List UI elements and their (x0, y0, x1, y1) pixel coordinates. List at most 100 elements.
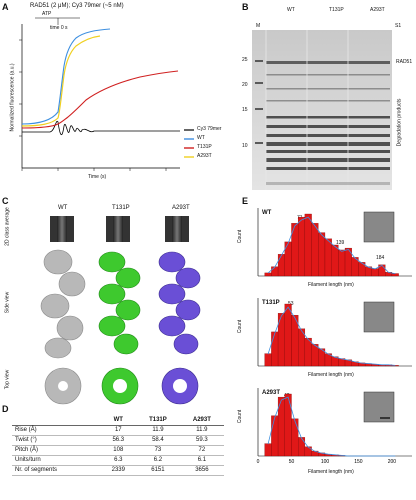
hist-title-wt: WT (262, 210, 272, 216)
stats-header-row: WT T131P A293T (12, 415, 224, 426)
panel-a-header-sub: ATP (42, 11, 52, 17)
panel-c-models (40, 216, 201, 405)
histogram-bar (277, 254, 285, 277)
panel-letter-d: D (2, 404, 9, 414)
legend-label-a293t: A293T (197, 153, 212, 159)
gel-group-wt: WT (287, 7, 295, 13)
histogram-bar (264, 353, 272, 367)
stats-header-blank (12, 415, 101, 426)
gel-marker-15: 15 (242, 107, 248, 113)
histogram-bar (304, 337, 312, 367)
histogram-bar (264, 443, 272, 457)
hist-title-a293t: A293T (262, 390, 281, 396)
table-row: Pitch (Å) 108 73 72 (12, 445, 224, 456)
gel-lane-m: M (256, 23, 261, 29)
histogram-bar (304, 446, 312, 457)
table-cell: 11.9 (136, 425, 180, 436)
hist-xlabel-a293t: Filament length (nm) (308, 469, 354, 475)
histogram-bar (391, 273, 399, 277)
legend-label-wt: WT (197, 135, 205, 141)
panel-a-chart (19, 17, 194, 171)
table-cell: Rise (Å) (12, 425, 101, 436)
table-cell: Pitch (Å) (12, 445, 101, 456)
gel-group-a293t: A293T (370, 7, 385, 13)
histogram-bar (338, 249, 346, 277)
stats-header-t131p: T131P (136, 415, 180, 426)
class-average-t131p (106, 216, 130, 242)
side-view-a293t (158, 251, 201, 355)
tick-label: 0 (257, 459, 260, 465)
table-row: Rise (Å) 17 11.9 11.9 (12, 425, 224, 436)
gel-group-t131p: T131P (329, 7, 344, 13)
hist-peak-wt-3: 184 (376, 255, 385, 261)
panel-letter-c: C (2, 196, 9, 206)
table-cell: 59.3 (179, 435, 224, 446)
panel-a-mix-label: time 0 s (50, 25, 68, 31)
class-average-wt (50, 216, 74, 242)
hist-a293t: 0 50 100 150 200 (257, 388, 412, 465)
table-cell: 72 (179, 445, 224, 456)
histogram-bar (331, 244, 339, 277)
histogram-bar (284, 393, 292, 457)
curve-cy3 (22, 120, 180, 135)
tick-label: 100 (321, 459, 330, 465)
legend-label-t131p: T131P (197, 144, 212, 150)
gel-marker-25: 25 (242, 57, 248, 63)
tick-label: 50 (289, 459, 295, 465)
histogram-bar (271, 331, 279, 367)
histogram-bar (271, 266, 279, 277)
stats-header-a293t: A293T (179, 415, 224, 426)
table-cell: 6.2 (136, 455, 180, 466)
curve-a293t (21, 35, 101, 127)
col-header-a293t: A293T (172, 205, 190, 211)
hist-title-t131p: T131P (262, 300, 280, 306)
tick-label: 200 (388, 459, 397, 465)
hist-t131p (257, 298, 412, 367)
histogram-bar (298, 437, 306, 457)
top-view-wt (44, 367, 82, 405)
curve-t131p (21, 70, 179, 129)
histogram-bar (371, 268, 379, 277)
histogram-bar (304, 213, 312, 277)
gel-marker-10: 10 (242, 143, 248, 149)
panel-a-xlabel: Time (s) (88, 174, 107, 180)
col-header-wt: WT (58, 205, 68, 211)
histogram-bar (378, 264, 386, 277)
side-view-t131p (98, 251, 141, 355)
table-cell: 73 (136, 445, 180, 456)
legend-label-cy3: Cy3 79mer (197, 126, 222, 132)
table-cell: 58.4 (136, 435, 180, 446)
panel-letter-b: B (242, 2, 249, 12)
class-average-a293t (165, 216, 189, 242)
table-cell: Twist (°) (12, 435, 101, 446)
histogram-bar (324, 238, 332, 277)
hist-bars-t131p (264, 303, 399, 367)
histogram-bar (284, 303, 292, 367)
gel-marker-20: 20 (242, 82, 248, 88)
histogram-bar (264, 272, 272, 277)
table-cell: 108 (100, 445, 137, 456)
gel-band-label: RAD51 (396, 59, 413, 65)
hist-ylabel-a293t: Count (237, 409, 244, 424)
histogram-bar (311, 223, 319, 277)
hist-bars-a293t (264, 393, 346, 457)
panel-a-legend (184, 129, 194, 158)
panel-a-header: RAD51 (2 μM); Cy3 79mer (~5 nM) (30, 3, 124, 9)
histogram-bar (291, 418, 299, 457)
table-cell: 6151 (136, 465, 180, 476)
table-cell: 17 (100, 425, 137, 436)
table-row: Nr. of segments 2339 6151 3656 (12, 465, 224, 476)
histogram-bar (311, 344, 319, 367)
curve-wt (21, 28, 111, 125)
table-cell: 2339 (100, 465, 137, 476)
stats-header-wt: WT (100, 415, 137, 426)
hist-ylabel-wt: Count (237, 229, 244, 244)
table-cell: 56.3 (100, 435, 137, 446)
stats-table: WT T131P A293T Rise (Å) 17 11.9 11.9 Twi… (12, 415, 224, 476)
micrograph-wt (363, 211, 395, 243)
hist-wt (257, 208, 412, 277)
gel-image (252, 30, 392, 190)
hist-bars-wt (264, 213, 399, 277)
histogram-bar (298, 216, 306, 277)
histogram-bar (271, 415, 279, 457)
